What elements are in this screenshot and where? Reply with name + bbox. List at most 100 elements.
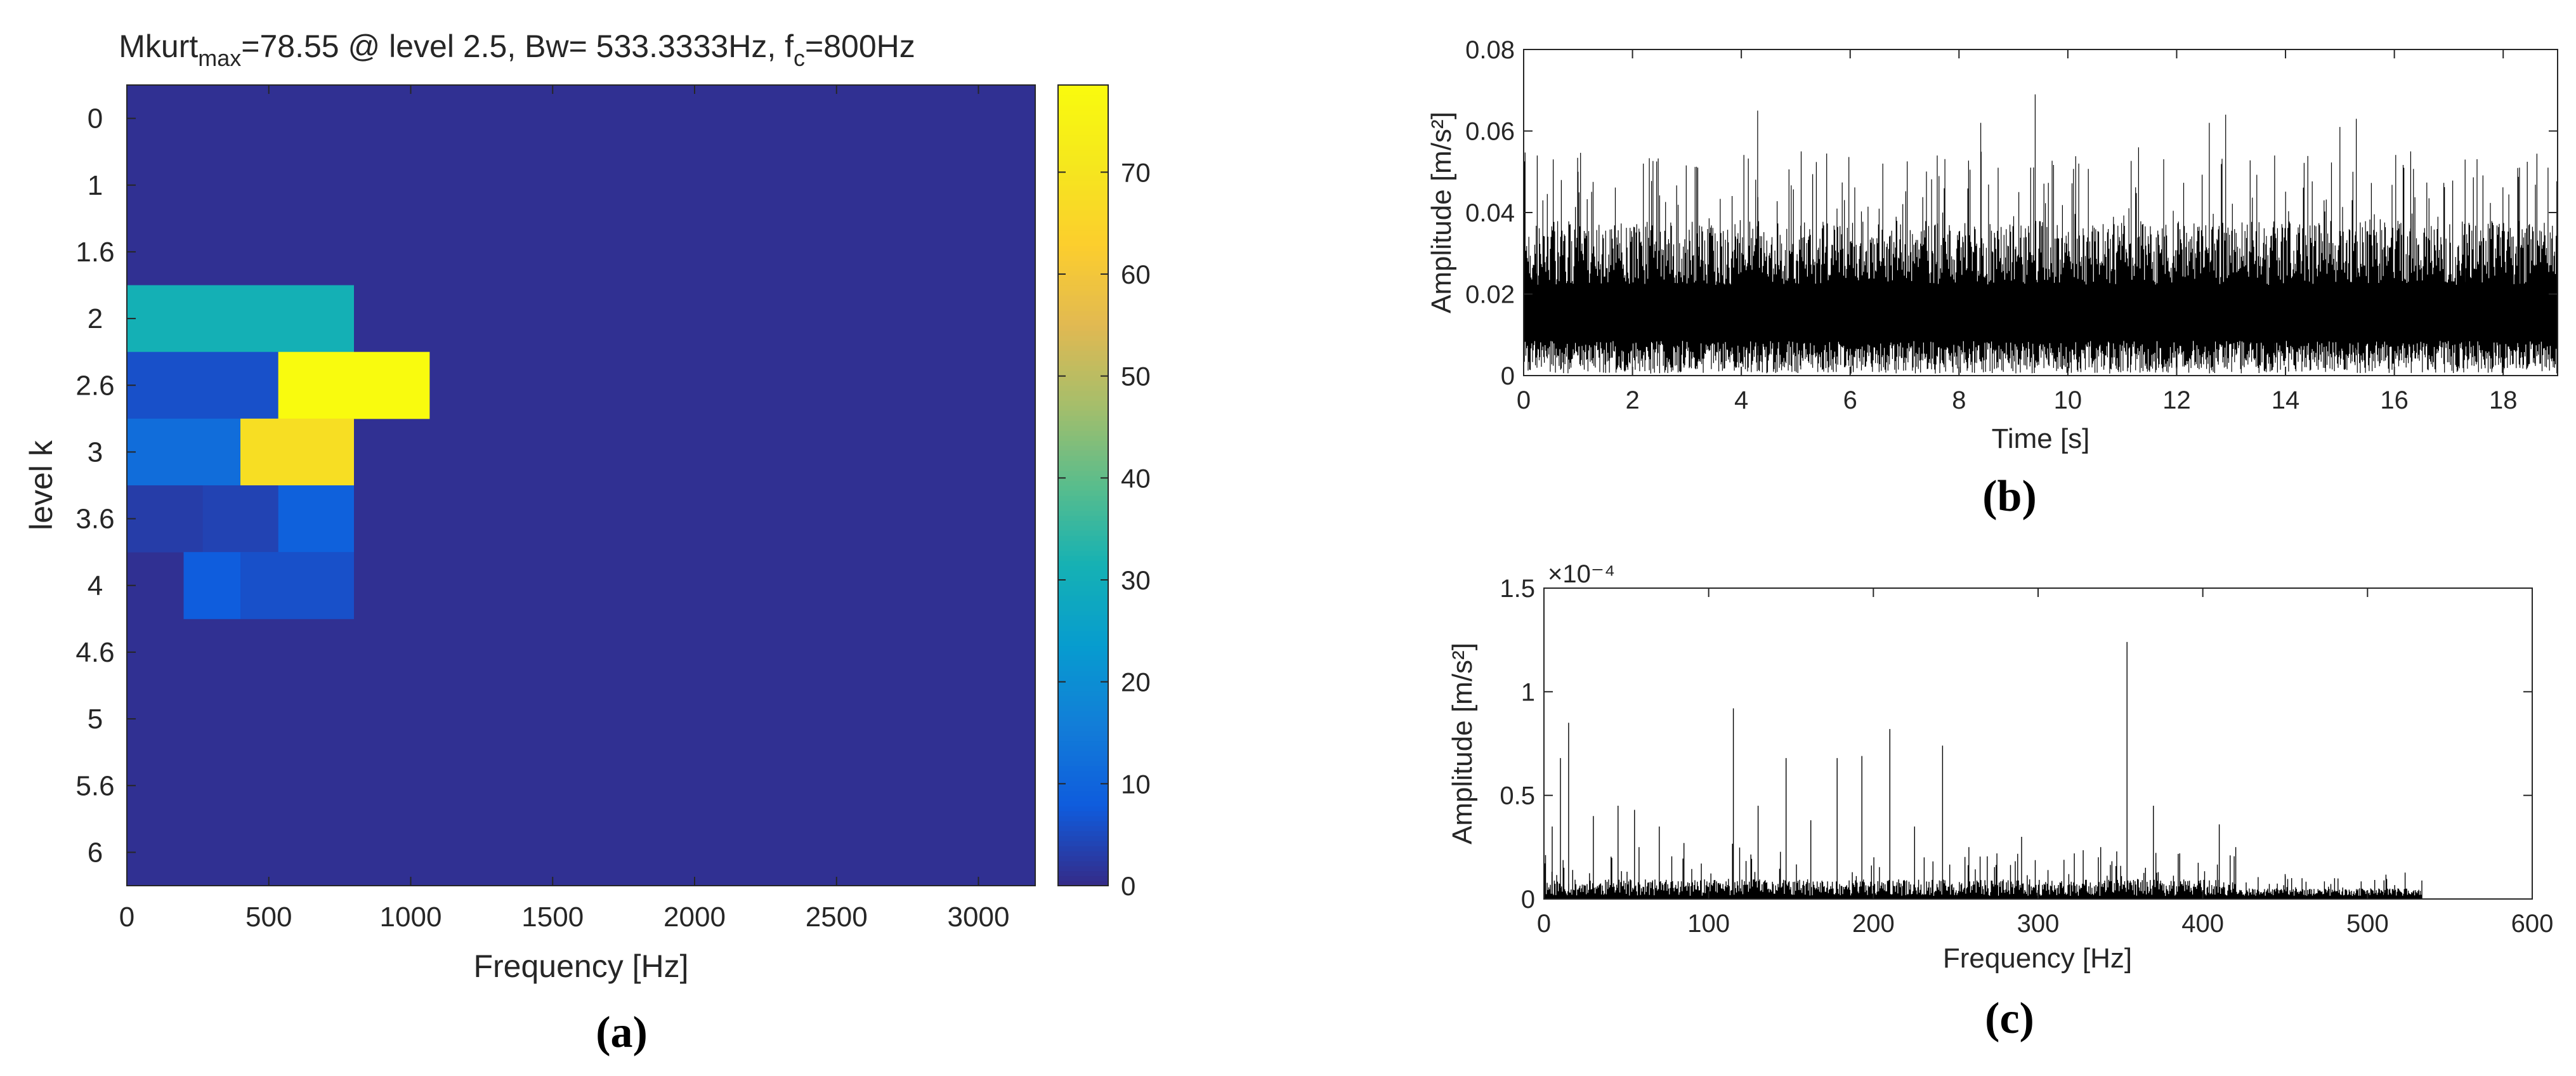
colorbar-segment [1058, 460, 1108, 466]
heatmap-cell [127, 351, 278, 419]
heatmap-cell [278, 485, 354, 553]
colorbar-segment [1058, 610, 1108, 616]
colorbar-segment [1058, 120, 1108, 126]
colorbar-segment [1058, 410, 1108, 416]
colorbar-segment [1058, 215, 1108, 221]
colorbar-segment [1058, 160, 1108, 166]
colorbar-segment [1058, 540, 1108, 546]
heatmap-cell [202, 485, 278, 553]
colorbar-segment [1058, 725, 1108, 732]
colorbar-segment [1058, 220, 1108, 226]
colorbar-segment [1058, 305, 1108, 311]
colorbar-segment [1058, 245, 1108, 251]
colorbar-segment [1058, 415, 1108, 421]
colorbar-segment [1058, 570, 1108, 576]
colorbar-segment [1058, 710, 1108, 716]
colorbar-segment [1058, 550, 1108, 556]
colorbar-segment [1058, 670, 1108, 676]
colorbar-segment [1058, 95, 1108, 101]
colorbar-segment [1058, 390, 1108, 396]
heatmap-cell [127, 418, 240, 486]
colorbar-segment [1058, 635, 1108, 641]
x-tick-label: 2500 [806, 902, 868, 933]
colorbar-segment [1058, 155, 1108, 161]
colorbar-segment [1058, 140, 1108, 146]
colorbar-segment [1058, 165, 1108, 171]
colorbar-segment [1058, 365, 1108, 371]
colorbar-segment [1058, 395, 1108, 401]
colorbar-segment [1058, 350, 1108, 356]
colorbar-segment [1058, 780, 1108, 787]
y-tick-label: 1 [88, 170, 103, 201]
x-tick-label: 12 [2162, 386, 2191, 414]
time-axes-box [1523, 49, 2558, 376]
y-tick-label: 0 [1501, 362, 1515, 390]
colorbar-box [1057, 84, 1109, 886]
colorbar-segment [1058, 255, 1108, 261]
colorbar-segment [1058, 730, 1108, 737]
y-tick-label: 3 [88, 436, 103, 468]
colorbar-segment [1058, 340, 1108, 346]
colorbar-segment [1058, 485, 1108, 491]
colorbar-segment [1058, 515, 1108, 522]
colorbar-segment [1058, 520, 1108, 526]
colorbar-segment [1058, 850, 1108, 856]
colorbar-segment [1058, 275, 1108, 281]
colorbar-segment [1058, 876, 1108, 881]
x-tick-label: 300 [2017, 910, 2060, 938]
colorbar-segment [1058, 810, 1108, 817]
x-tick-label: 0 [1537, 910, 1551, 938]
colorbar-segment [1058, 355, 1108, 361]
colorbar-segment [1058, 100, 1108, 106]
colorbar-segment [1058, 240, 1108, 246]
colorbar-segment [1058, 235, 1108, 241]
colorbar-segment [1058, 600, 1108, 607]
y-tick-label: 1 [1521, 678, 1535, 706]
colorbar-segment [1058, 565, 1108, 571]
heatmap-cells [127, 85, 1035, 886]
colorbar-segment [1058, 280, 1108, 286]
heatmap-y-axis-label: level k [23, 440, 59, 530]
colorbar-tick-label: 70 [1121, 157, 1151, 187]
colorbar-segment [1058, 855, 1108, 862]
colorbar-segment [1058, 475, 1108, 481]
colorbar-segment [1058, 205, 1108, 211]
colorbar-segment [1058, 230, 1108, 236]
colorbar-segment [1058, 510, 1108, 516]
colorbar-segment [1058, 300, 1108, 306]
y-tick-label: 0.02 [1465, 281, 1515, 309]
heatmap-axes-box [126, 84, 1036, 886]
y-tick-label: 0.06 [1465, 118, 1515, 146]
colorbar-segment [1058, 440, 1108, 446]
y-tick-label: 3.6 [75, 504, 114, 535]
y-tick-label: 0 [1521, 886, 1535, 914]
colorbar-segment [1058, 805, 1108, 811]
colorbar-segment [1058, 881, 1108, 886]
y-tick-label: 1.6 [75, 237, 114, 268]
colorbar-segment [1058, 435, 1108, 441]
colorbar-segment [1058, 580, 1108, 586]
x-tick-label: 400 [2181, 910, 2224, 938]
colorbar-tick-label: 30 [1121, 565, 1151, 595]
colorbar-segment [1058, 375, 1108, 381]
colorbar-segment [1058, 796, 1108, 801]
heatmap-cell [127, 485, 203, 553]
colorbar-segment [1058, 665, 1108, 671]
colorbar-segment [1058, 200, 1108, 206]
colorbar-segment [1058, 675, 1108, 681]
colorbar-segment [1058, 740, 1108, 746]
colorbar-segment [1058, 295, 1108, 301]
colorbar-segment [1058, 555, 1108, 561]
colorbar-segment [1058, 685, 1108, 692]
colorbar-segment [1058, 720, 1108, 726]
colorbar-segment [1058, 125, 1108, 131]
colorbar-segment [1058, 841, 1108, 846]
x-tick-label: 6 [1843, 386, 1857, 414]
y-tick-label: 0.04 [1465, 199, 1515, 227]
heatmap-cell [240, 552, 354, 619]
x-tick-label: 10 [2054, 386, 2082, 414]
x-tick-label: 8 [1952, 386, 1966, 414]
colorbar-segment [1058, 845, 1108, 851]
colorbar-segment [1058, 400, 1108, 406]
colorbar-segment [1058, 480, 1108, 486]
